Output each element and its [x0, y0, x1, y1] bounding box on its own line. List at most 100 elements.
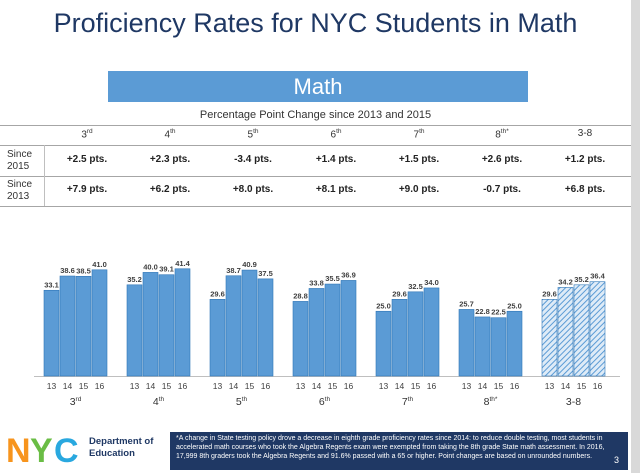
- bar-value-label: 37.5: [258, 269, 273, 278]
- year-tick-label: 14: [146, 381, 156, 391]
- bar-value-label: 41.4: [175, 259, 190, 268]
- table-rule: [0, 176, 631, 177]
- bar: [126, 284, 143, 377]
- grade-label: 5th: [236, 396, 248, 408]
- grade-label-text: 8: [484, 396, 490, 408]
- grade-label-text: 7: [402, 396, 408, 408]
- year-tick-label: 15: [245, 381, 255, 391]
- row-label-line: Since: [7, 149, 33, 160]
- column-header-text: 4: [164, 129, 171, 141]
- year-tick-label: 14: [561, 381, 571, 391]
- bar-value-label: 41.0: [92, 260, 107, 269]
- bar: [423, 287, 440, 377]
- year-tick-label: 13: [379, 381, 389, 391]
- column-header-suffix: rd: [86, 128, 93, 135]
- subject-banner: Math: [108, 71, 528, 102]
- column-header-suffix: th: [419, 128, 425, 135]
- bar: [506, 310, 523, 377]
- table-rule: [0, 206, 631, 207]
- year-tick-label: 13: [462, 381, 472, 391]
- year-tick-label: 16: [510, 381, 520, 391]
- year-tick-label: 14: [229, 381, 239, 391]
- table-cell: +2.6 pts.: [481, 154, 523, 165]
- bar: [59, 275, 76, 377]
- bar-value-label: 36.4: [590, 272, 605, 281]
- table-divider: [44, 145, 45, 206]
- nyc-logo: N Y C: [6, 433, 80, 467]
- row-label: Since 2015: [7, 149, 32, 173]
- grade-label-suffix: th: [408, 396, 414, 403]
- bar-value-label: 38.5: [76, 266, 91, 275]
- table-cell: +7.9 pts.: [66, 184, 108, 195]
- year-tick-label: 13: [296, 381, 306, 391]
- year-tick-label: 16: [95, 381, 105, 391]
- grade-label-text: 6: [319, 396, 325, 408]
- row-label-year: 2013: [7, 191, 30, 202]
- table-cell: +6.8 pts.: [564, 184, 606, 195]
- bar: [174, 268, 191, 377]
- bar: [474, 316, 491, 377]
- year-tick-label: 16: [593, 381, 603, 391]
- grade-label-suffix: rd: [76, 396, 82, 403]
- table-cell: +2.5 pts.: [66, 154, 108, 165]
- table-rule: [0, 145, 631, 146]
- svg-text:N: N: [6, 433, 29, 467]
- bar: [541, 299, 558, 377]
- bar-value-label: 36.9: [341, 270, 356, 279]
- year-tick-label: 15: [494, 381, 504, 391]
- column-header: 5th: [211, 128, 295, 140]
- year-tick-label: 14: [312, 381, 322, 391]
- grade-label-suffix: th: [325, 396, 331, 403]
- year-tick-label: 13: [130, 381, 140, 391]
- year-tick-label: 15: [328, 381, 338, 391]
- row-label-line: Since: [7, 179, 33, 190]
- bar-value-label: 28.8: [293, 291, 308, 300]
- grade-label-suffix: th: [159, 396, 165, 403]
- bar: [142, 272, 159, 377]
- grade-label: 3rd: [70, 396, 82, 408]
- bar-value-label: 40.0: [143, 262, 158, 271]
- grade-label-suffix: th: [242, 396, 248, 403]
- bar-value-label: 22.5: [491, 308, 506, 317]
- grade-label: 3-8: [566, 396, 581, 408]
- table-cell: +8.1 pts.: [315, 184, 357, 195]
- column-header-text: 8: [495, 129, 501, 141]
- page-title: Proficiency Rates for NYC Students in Ma…: [53, 8, 578, 38]
- bar: [391, 299, 408, 377]
- grade-label-text: 3: [70, 396, 76, 408]
- page-number: 3: [614, 455, 620, 465]
- bar-value-label: 33.1: [44, 280, 59, 289]
- bar-value-label: 32.5: [408, 282, 423, 291]
- bar-value-label: 39.1: [159, 265, 174, 274]
- table-cell: +1.4 pts.: [315, 154, 357, 165]
- table-cell: -0.7 pts.: [483, 184, 521, 195]
- table-cell: +9.0 pts.: [398, 184, 440, 195]
- column-header-text: 7: [413, 129, 420, 141]
- column-header-text: 6: [330, 129, 337, 141]
- year-tick-label: 16: [427, 381, 437, 391]
- grade-label: 6th: [319, 396, 331, 408]
- bar-value-label: 35.2: [574, 275, 589, 284]
- bar-value-label: 38.6: [60, 266, 75, 275]
- footnote: *A change in State testing policy drove …: [170, 432, 628, 470]
- dept-line-1: Department of: [89, 436, 154, 447]
- year-tick-label: 16: [261, 381, 271, 391]
- proficiency-bar-chart: 33.1 13 38.6 14 38.5 15 41.0 16 3rd 35.2 13 40.0 14 3…: [34, 259, 620, 408]
- year-tick-label: 16: [178, 381, 188, 391]
- table-cell: +1.5 pts.: [398, 154, 440, 165]
- year-tick-label: 14: [395, 381, 405, 391]
- grade-label: 4th: [153, 396, 165, 408]
- bar-value-label: 40.9: [242, 260, 257, 269]
- bar-value-label: 33.8: [309, 278, 324, 287]
- column-header: 7th: [377, 128, 461, 140]
- bar-value-label: 25.7: [459, 299, 474, 308]
- column-header-suffix: th*: [500, 128, 509, 135]
- bar: [209, 299, 226, 377]
- bar-value-label: 29.6: [392, 289, 407, 298]
- grade-label-text: 5: [236, 396, 242, 408]
- bar-value-label: 25.0: [507, 301, 522, 310]
- bar: [375, 310, 392, 377]
- bar: [573, 284, 590, 377]
- bar-value-label: 22.8: [475, 307, 490, 316]
- bar-value-label: 29.6: [542, 289, 557, 298]
